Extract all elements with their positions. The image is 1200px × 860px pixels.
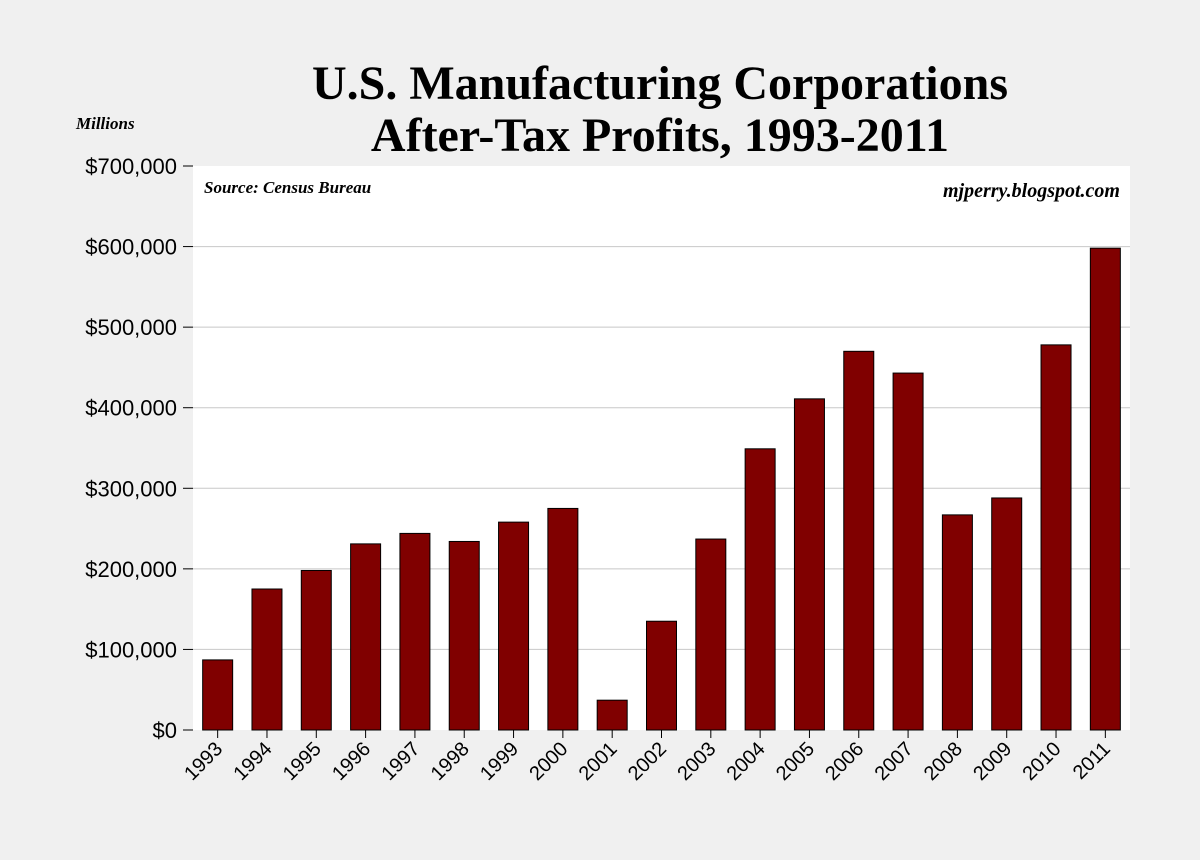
x-tick-label: 1997: [377, 738, 424, 785]
bar-2010: [1040, 344, 1072, 731]
bar-2003: [695, 538, 727, 731]
x-tick-label: 1996: [328, 738, 375, 785]
bar-2002: [646, 620, 677, 731]
x-tick-label: 2005: [772, 738, 819, 785]
x-tick-label: 2002: [624, 738, 671, 785]
x-tick-label: 2004: [723, 738, 770, 785]
x-tick-label: 1994: [229, 738, 276, 785]
x-tick-label: 2011: [1069, 738, 1115, 784]
chart-title-line-1: U.S. Manufacturing Corporations: [311, 57, 1009, 110]
x-tick-label: 1998: [427, 738, 474, 785]
y-tick-label: $300,000: [85, 476, 177, 501]
y-tick-label: $100,000: [85, 637, 177, 662]
bar-1995: [300, 569, 332, 731]
x-tick-label: 2008: [920, 738, 967, 785]
x-tick-label: 2006: [821, 738, 868, 785]
bar-2004: [744, 448, 776, 731]
source-note: Source: Census Bureau: [204, 178, 371, 197]
bar-1996: [350, 543, 382, 731]
x-tick-label: 2003: [673, 738, 720, 785]
bar-2005: [793, 398, 825, 731]
credit-note: mjperry.blogspot.com: [943, 180, 1120, 202]
bar-2006: [843, 350, 875, 731]
bar-2009: [991, 497, 1023, 731]
bar-1999: [498, 521, 530, 731]
bar-2008: [941, 514, 973, 731]
bar-2001: [596, 699, 628, 731]
bar-1994: [251, 588, 283, 731]
x-tick-label: 2007: [871, 738, 918, 785]
x-tick-label: 2010: [1019, 738, 1066, 785]
x-tick-label: 1993: [180, 738, 227, 785]
x-tick-label: 1999: [476, 738, 523, 785]
bar-2007: [892, 372, 924, 731]
chart-title-line-2: After-Tax Profits, 1993-2011: [370, 109, 950, 162]
y-tick-label: $400,000: [85, 396, 177, 421]
x-tick-label: 2000: [525, 738, 572, 785]
x-tick-label: 2001: [575, 738, 622, 785]
y-tick-label: $600,000: [85, 235, 177, 260]
y-tick-label: $200,000: [85, 557, 177, 582]
y-tick-label: $0: [153, 718, 177, 743]
bar-2000: [547, 507, 579, 731]
bar-2011: [1089, 247, 1121, 731]
bar-1993: [202, 659, 234, 731]
y-axis-label: Millions: [76, 114, 135, 133]
bar-1997: [399, 532, 431, 731]
y-tick-label: $500,000: [85, 315, 177, 340]
x-tick-label: 1995: [279, 738, 326, 785]
x-tick-label: 2009: [969, 738, 1016, 785]
y-tick-label: $700,000: [85, 154, 177, 179]
bar-1998: [448, 540, 480, 731]
